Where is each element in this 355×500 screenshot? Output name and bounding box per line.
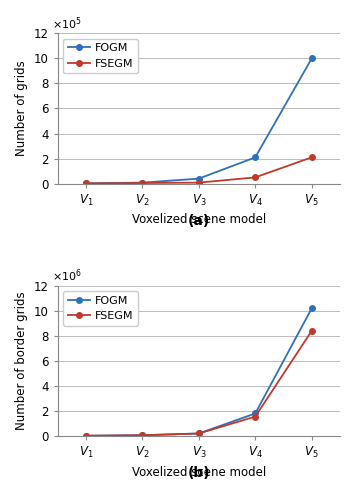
Y-axis label: Number of grids: Number of grids — [15, 60, 28, 156]
FOGM — [140, 432, 144, 438]
Line: FSEGM: FSEGM — [83, 328, 315, 438]
FOGM — [140, 180, 144, 186]
FSEGM — [310, 154, 314, 160]
FOGM — [197, 176, 201, 182]
FOGM — [253, 154, 257, 160]
Text: (b): (b) — [187, 466, 210, 480]
FSEGM — [197, 430, 201, 436]
Text: $\times10^{6}$: $\times10^{6}$ — [52, 268, 82, 284]
X-axis label: Voxelized scene model: Voxelized scene model — [132, 214, 266, 226]
FOGM — [84, 432, 88, 438]
FOGM — [310, 56, 314, 62]
FSEGM — [197, 180, 201, 186]
Legend: FOGM, FSEGM: FOGM, FSEGM — [63, 39, 138, 74]
Text: $\times10^{5}$: $\times10^{5}$ — [52, 15, 82, 32]
FOGM — [310, 306, 314, 312]
FSEGM — [84, 180, 88, 186]
Text: (a): (a) — [188, 214, 210, 228]
Line: FSEGM: FSEGM — [83, 154, 315, 186]
FSEGM — [140, 432, 144, 438]
FSEGM — [253, 174, 257, 180]
FSEGM — [84, 432, 88, 438]
FOGM — [84, 180, 88, 186]
Line: FOGM: FOGM — [83, 306, 315, 438]
FOGM — [197, 430, 201, 436]
FSEGM — [253, 414, 257, 420]
FSEGM — [310, 328, 314, 334]
FSEGM — [140, 180, 144, 186]
X-axis label: Voxelized scene model: Voxelized scene model — [132, 466, 266, 478]
Legend: FOGM, FSEGM: FOGM, FSEGM — [63, 292, 138, 326]
Line: FOGM: FOGM — [83, 56, 315, 186]
Y-axis label: Number of border grids: Number of border grids — [15, 292, 28, 430]
FOGM — [253, 410, 257, 416]
